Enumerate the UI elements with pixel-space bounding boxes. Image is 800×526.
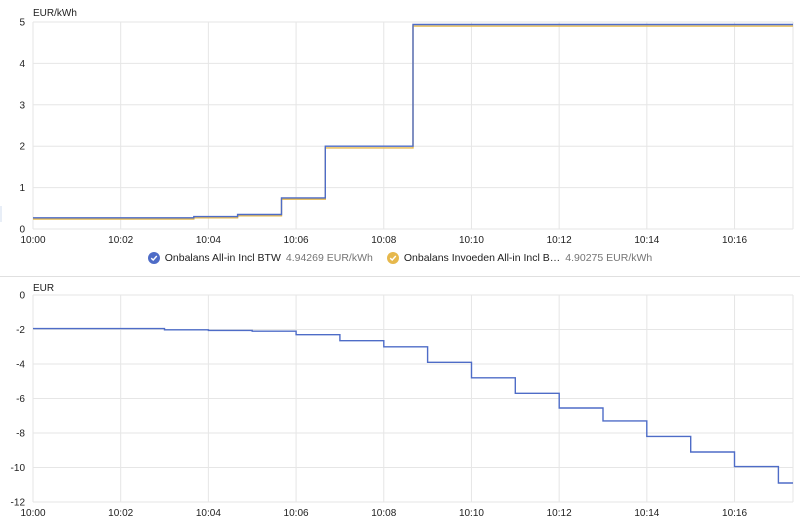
legend-series-name: Onbalans All-in Incl BTW [164, 252, 281, 264]
x-tick-label: 10:12 [547, 235, 572, 246]
y-tick-label: -6 [16, 394, 25, 405]
y-tick-label: 4 [19, 59, 25, 70]
x-tick-label: 10:14 [634, 508, 659, 519]
grid [32, 294, 794, 503]
y-tick-label: 1 [19, 183, 25, 194]
y-tick-label: 3 [19, 100, 25, 111]
x-tick-label: 10:08 [371, 508, 396, 519]
x-tick-label: 10:00 [20, 508, 45, 519]
checkmark-icon [147, 252, 160, 264]
cost-chart: EUR 0 -2 -4 -6 -8 -10 -12 10:00 10:02 10:04 10:06… [11, 283, 794, 519]
legend-series-value: 4.90275 EUR/kWh [565, 252, 653, 264]
x-tick-label: 10:10 [459, 235, 484, 246]
x-tick-label: 10:02 [108, 235, 133, 246]
y-tick-label: -4 [16, 360, 25, 371]
x-tick-label: 10:08 [371, 235, 396, 246]
y-axis-title: EUR/kWh [33, 8, 77, 19]
x-axis: 10:00 10:02 10:04 10:06 10:08 10:10 10:12 10:14… [20, 235, 747, 246]
grid [32, 21, 794, 230]
x-tick-label: 10:04 [196, 235, 221, 246]
divider [0, 276, 800, 277]
series-lines [33, 327, 793, 484]
x-tick-label: 10:16 [722, 508, 747, 519]
y-axis-title: EUR [33, 283, 54, 294]
legend-item-all-in-incl-btw[interactable]: Onbalans All-in Incl BTW 4.94269 EUR/kWh [147, 252, 373, 264]
y-tick-label: 0 [19, 225, 25, 236]
price-chart: EUR/kWh 0 1 2 3 4 5 10:00 10:02 10:04 10:06 10:08… [19, 8, 794, 246]
legend-item-invoeden-all-in[interactable]: Onbalans Invoeden All-in Incl B… 4.90275… [386, 252, 653, 264]
y-axis: 0 1 2 3 4 5 [19, 18, 25, 236]
x-tick-label: 10:12 [547, 508, 572, 519]
x-axis: 10:00 10:02 10:04 10:06 10:08 10:10 10:12 10:14… [20, 508, 747, 519]
legend-series-name: Onbalans Invoeden All-in Incl B… [403, 252, 561, 264]
legend-series-value: 4.94269 EUR/kWh [285, 252, 373, 264]
checkmark-icon [386, 252, 399, 264]
x-tick-label: 10:06 [284, 235, 309, 246]
x-tick-label: 10:06 [284, 508, 309, 519]
x-tick-label: 10:16 [722, 235, 747, 246]
y-tick-label: -2 [16, 325, 25, 336]
legend: Onbalans All-in Incl BTW 4.94269 EUR/kWh… [0, 250, 800, 266]
x-tick-label: 10:04 [196, 508, 221, 519]
panel-edge-tab [0, 206, 2, 222]
x-tick-label: 10:00 [20, 235, 45, 246]
x-tick-label: 10:02 [108, 508, 133, 519]
y-tick-label: -12 [11, 498, 26, 509]
y-tick-label: -8 [16, 429, 25, 440]
y-tick-label: 2 [19, 142, 25, 153]
y-tick-label: -10 [11, 463, 26, 474]
series-line [33, 23, 793, 219]
y-tick-label: 5 [19, 18, 25, 29]
series-line [33, 327, 793, 484]
series-lines [33, 23, 793, 220]
x-tick-label: 10:14 [634, 235, 659, 246]
y-axis: 0 -2 -4 -6 -8 -10 -12 [11, 291, 26, 509]
y-tick-label: 0 [19, 291, 25, 302]
x-tick-label: 10:10 [459, 508, 484, 519]
